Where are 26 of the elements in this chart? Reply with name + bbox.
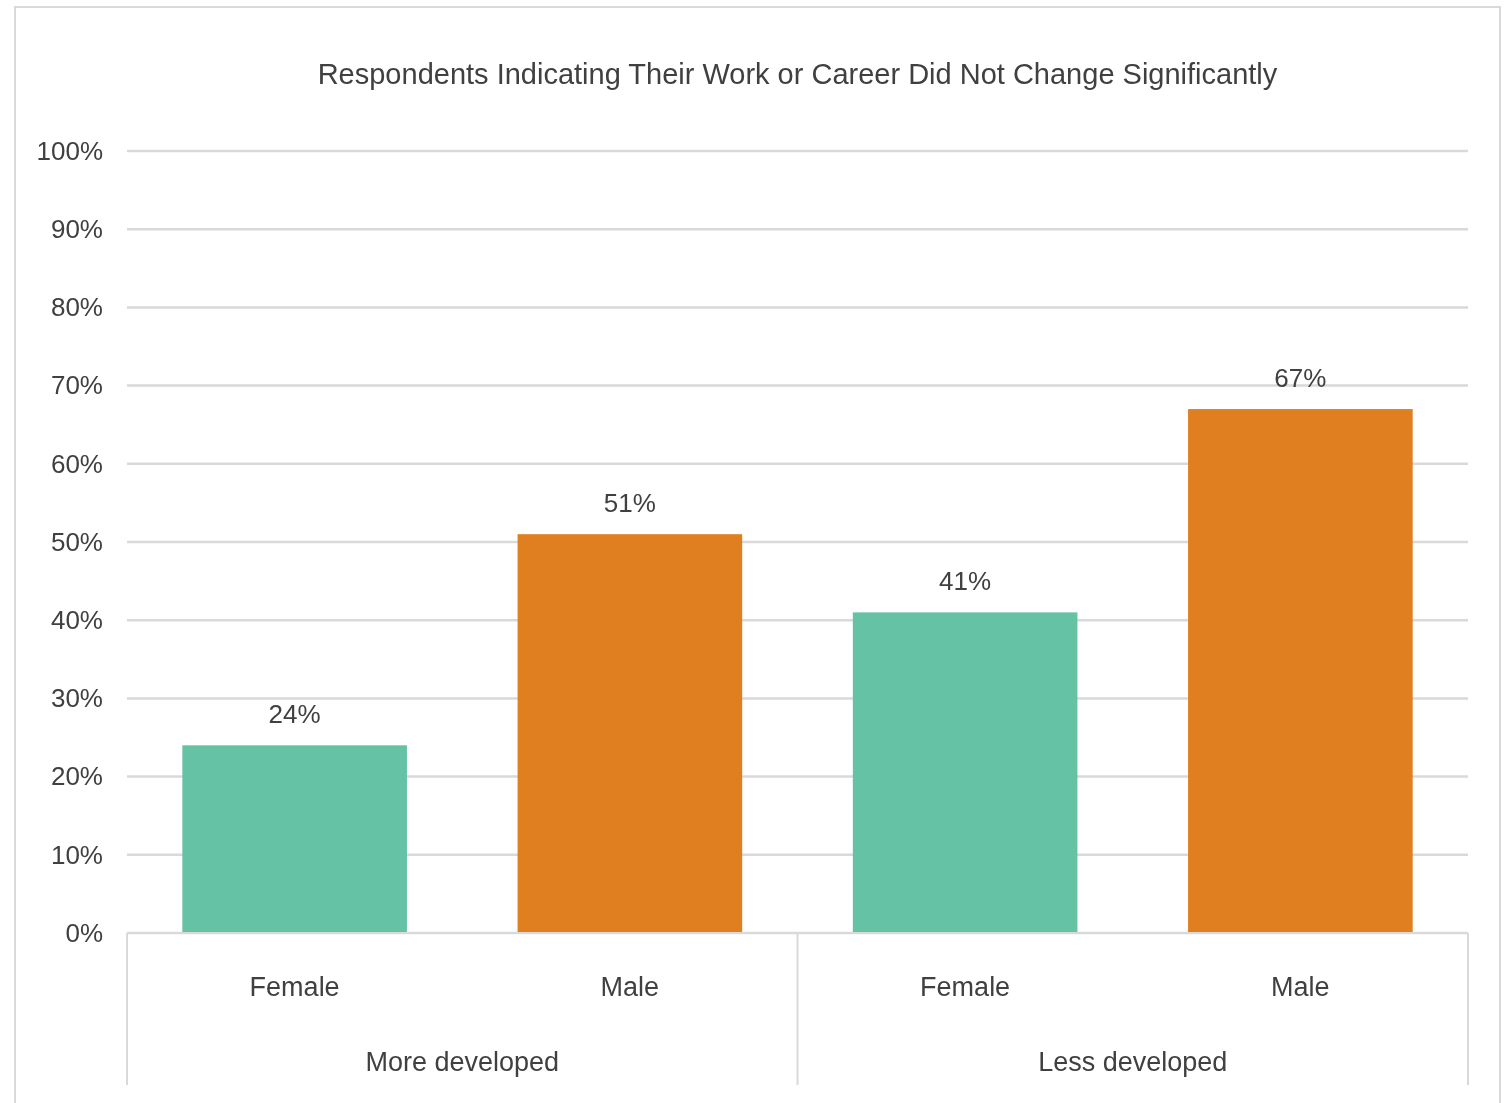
bar [182, 745, 407, 933]
x-tick-label: Female [920, 972, 1011, 1002]
bar [517, 534, 743, 933]
data-label: 51% [603, 488, 656, 519]
x-tick-label: Female [249, 972, 340, 1002]
data-label: 67% [1274, 363, 1327, 394]
y-tick-label: 0% [65, 917, 103, 948]
y-tick-label: 70% [50, 370, 103, 401]
x-tick-label: Male [1271, 972, 1330, 1002]
y-tick-label: 40% [50, 605, 103, 636]
y-tick-label: 50% [50, 526, 103, 557]
y-tick-label: 100% [36, 135, 103, 166]
x-tick-label: Male [600, 972, 660, 1002]
y-tick-label: 60% [50, 448, 103, 479]
bar [1188, 409, 1413, 933]
y-tick-label: 10% [50, 839, 103, 870]
y-tick-label: 80% [50, 292, 103, 323]
chart-title: Respondents Indicating Their Work or Career Did Not Change Significantly [317, 58, 1278, 90]
y-tick-label: 20% [50, 761, 103, 792]
data-label: 24% [268, 699, 321, 730]
text: More developed [365, 1047, 560, 1077]
text: Less developed [1038, 1047, 1228, 1077]
y-tick-label: 90% [50, 214, 103, 245]
bar [852, 612, 1078, 933]
data-label: 41% [939, 566, 992, 597]
y-tick-label: 30% [50, 683, 103, 714]
